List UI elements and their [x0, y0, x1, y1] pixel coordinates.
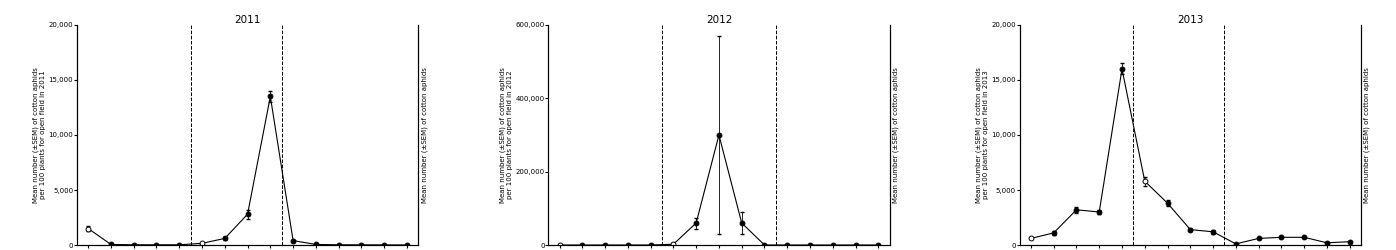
- Y-axis label: Mean number (±SEM) of cotton aphids: Mean number (±SEM) of cotton aphids: [422, 67, 427, 203]
- Y-axis label: Mean number (±SEM) of cotton aphids: Mean number (±SEM) of cotton aphids: [892, 67, 899, 203]
- Title: 2012: 2012: [706, 15, 732, 25]
- Title: 2011: 2011: [235, 15, 261, 25]
- Y-axis label: Mean number (±SEM) of cotton aphids: Mean number (±SEM) of cotton aphids: [1364, 67, 1371, 203]
- Title: 2013: 2013: [1177, 15, 1203, 25]
- Y-axis label: Mean number (±SEM) of cotton aphids
per 100 plants for open field in 2011: Mean number (±SEM) of cotton aphids per …: [32, 67, 46, 203]
- Y-axis label: Mean number (±SEM) of cotton aphids
per 100 plants for open field in 2013: Mean number (±SEM) of cotton aphids per …: [974, 67, 988, 203]
- Y-axis label: Mean number (±SEM) of cotton aphids
per 100 plants for open field in 2012: Mean number (±SEM) of cotton aphids per …: [500, 67, 512, 203]
